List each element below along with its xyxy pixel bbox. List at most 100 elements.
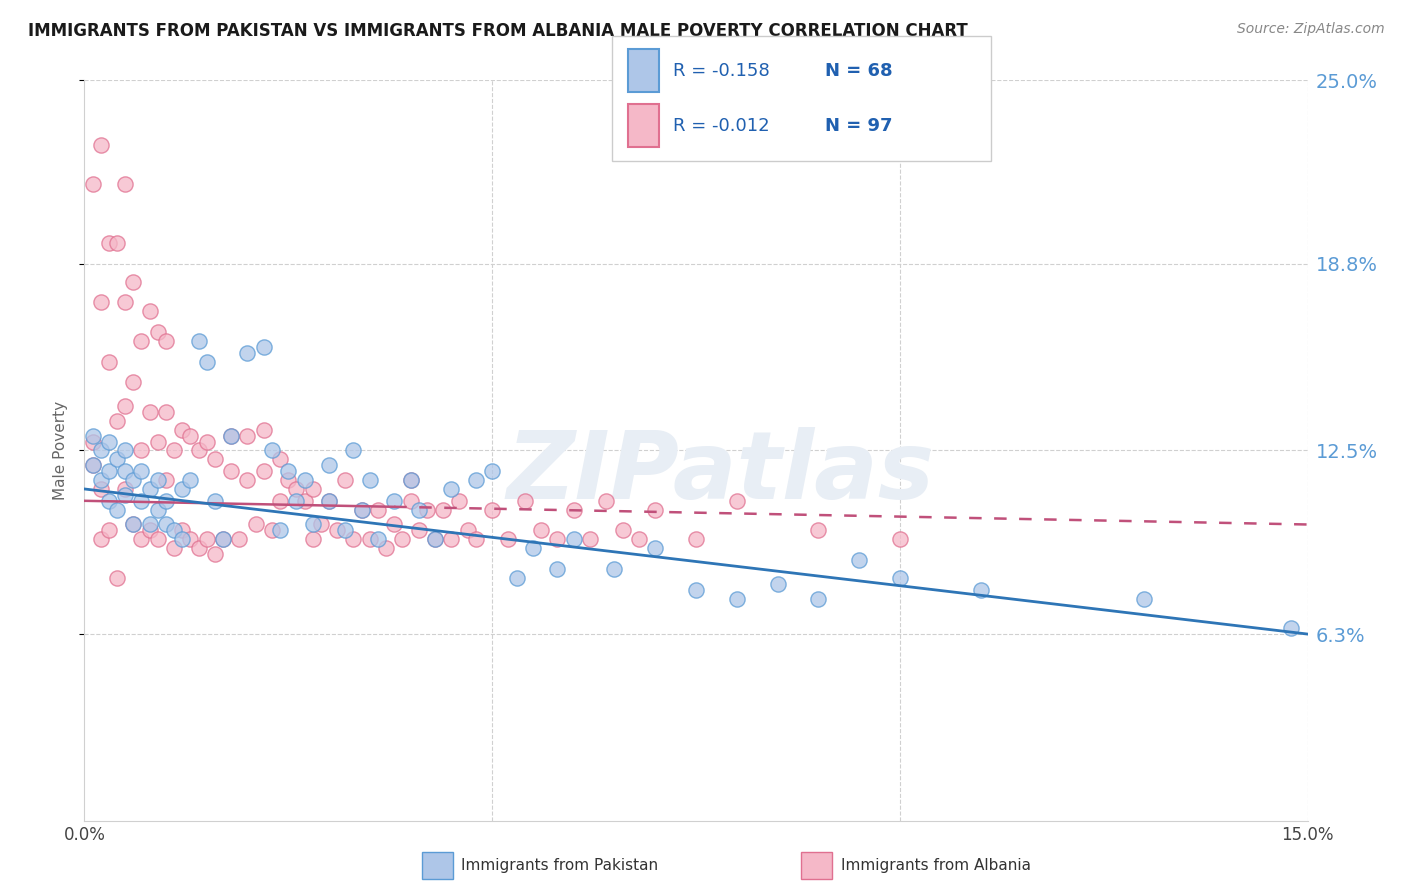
Point: [172, 482, 194, 496]
Point: [155, 493, 177, 508]
Point: [685, 533, 707, 547]
Point: [236, 428, 259, 442]
Point: [172, 533, 194, 547]
Point: [612, 524, 634, 538]
Point: [82, 428, 104, 442]
Point: [97, 236, 120, 251]
Point: [326, 524, 349, 538]
Point: [350, 502, 373, 516]
Point: [195, 434, 218, 449]
Point: [122, 473, 145, 487]
Point: [367, 502, 389, 516]
Point: [82, 177, 104, 191]
Point: [163, 541, 186, 556]
Point: [1279, 621, 1302, 635]
Point: [236, 345, 259, 359]
Point: [294, 493, 316, 508]
Point: [269, 524, 291, 538]
Point: [335, 473, 357, 487]
Point: [179, 473, 201, 487]
Point: [219, 428, 242, 442]
Point: [766, 576, 789, 591]
Point: [301, 517, 323, 532]
Point: [179, 428, 201, 442]
Point: [423, 533, 446, 547]
Point: [131, 334, 153, 348]
Point: [359, 533, 381, 547]
Point: [391, 533, 413, 547]
Point: [155, 334, 177, 348]
Point: [163, 524, 186, 538]
Point: [138, 517, 160, 532]
Text: Immigrants from Albania: Immigrants from Albania: [841, 858, 1031, 872]
Point: [236, 473, 259, 487]
Text: Immigrants from Pakistan: Immigrants from Pakistan: [461, 858, 658, 872]
Point: [530, 524, 553, 538]
Point: [1133, 591, 1156, 606]
Point: [318, 458, 340, 473]
Point: [277, 473, 299, 487]
Point: [498, 533, 520, 547]
Point: [131, 533, 153, 547]
Text: R = -0.158: R = -0.158: [673, 62, 770, 79]
Point: [97, 493, 120, 508]
Point: [889, 533, 911, 547]
Point: [285, 482, 308, 496]
Point: [146, 325, 169, 339]
Point: [253, 464, 276, 478]
Point: [260, 524, 283, 538]
Point: [82, 458, 104, 473]
Point: [481, 502, 503, 516]
Point: [285, 493, 308, 508]
Point: [269, 452, 291, 467]
Point: [212, 533, 235, 547]
Point: [114, 488, 136, 502]
Point: [725, 493, 748, 508]
Point: [82, 458, 104, 473]
Point: [187, 334, 209, 348]
Point: [114, 399, 136, 413]
Point: [970, 582, 993, 597]
Point: [114, 177, 136, 191]
Point: [367, 533, 389, 547]
Point: [546, 562, 568, 576]
Point: [114, 482, 136, 496]
Point: [97, 434, 120, 449]
Point: [245, 517, 267, 532]
Point: [204, 547, 226, 561]
Text: ZIPatlas: ZIPatlas: [506, 426, 935, 518]
Point: [399, 473, 422, 487]
Point: [260, 443, 283, 458]
Point: [122, 517, 145, 532]
Point: [408, 502, 430, 516]
Point: [562, 533, 585, 547]
Point: [105, 414, 128, 428]
Point: [114, 464, 136, 478]
Point: [90, 533, 112, 547]
Point: [155, 517, 177, 532]
Point: [105, 571, 128, 585]
Point: [131, 443, 153, 458]
Point: [219, 428, 242, 442]
Point: [90, 295, 112, 310]
Point: [725, 591, 748, 606]
Point: [603, 562, 626, 576]
Point: [122, 376, 145, 390]
Point: [350, 502, 373, 516]
Point: [335, 524, 357, 538]
Point: [90, 138, 112, 153]
Point: [155, 405, 177, 419]
Point: [685, 582, 707, 597]
Point: [464, 473, 486, 487]
Point: [318, 493, 340, 508]
Point: [195, 533, 218, 547]
Point: [97, 524, 120, 538]
Point: [318, 493, 340, 508]
Point: [90, 482, 112, 496]
Point: [131, 464, 153, 478]
Point: [522, 541, 544, 556]
Point: [359, 473, 381, 487]
Point: [423, 533, 446, 547]
Point: [97, 464, 120, 478]
Point: [399, 473, 422, 487]
